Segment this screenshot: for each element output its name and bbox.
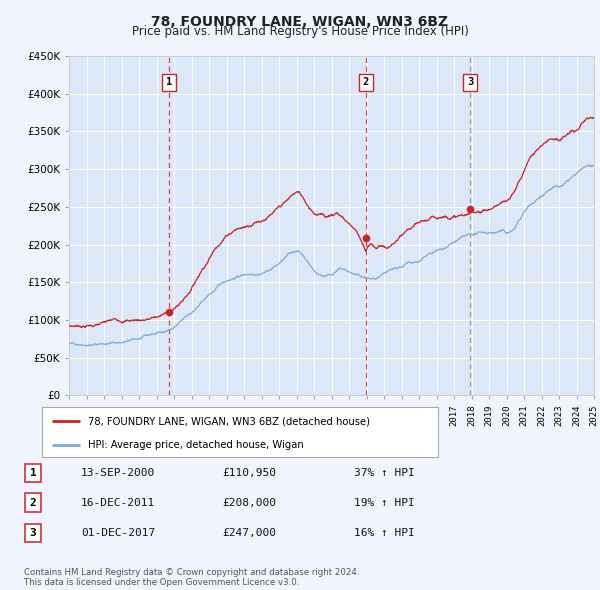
Text: 3: 3	[467, 77, 473, 87]
Text: 16-DEC-2011: 16-DEC-2011	[81, 498, 155, 507]
Text: Price paid vs. HM Land Registry's House Price Index (HPI): Price paid vs. HM Land Registry's House …	[131, 25, 469, 38]
Text: £247,000: £247,000	[222, 528, 276, 537]
Text: 1: 1	[166, 77, 172, 87]
Text: 2: 2	[29, 498, 37, 507]
Text: 13-SEP-2000: 13-SEP-2000	[81, 468, 155, 478]
Text: 16% ↑ HPI: 16% ↑ HPI	[354, 528, 415, 537]
Text: 3: 3	[29, 528, 37, 537]
Text: 1: 1	[29, 468, 37, 478]
Text: 19% ↑ HPI: 19% ↑ HPI	[354, 498, 415, 507]
Text: 78, FOUNDRY LANE, WIGAN, WN3 6BZ (detached house): 78, FOUNDRY LANE, WIGAN, WN3 6BZ (detach…	[88, 416, 370, 426]
Text: 37% ↑ HPI: 37% ↑ HPI	[354, 468, 415, 478]
Text: 2: 2	[362, 77, 369, 87]
Text: HPI: Average price, detached house, Wigan: HPI: Average price, detached house, Wiga…	[88, 440, 303, 450]
Text: £208,000: £208,000	[222, 498, 276, 507]
Text: Contains HM Land Registry data © Crown copyright and database right 2024.
This d: Contains HM Land Registry data © Crown c…	[24, 568, 359, 587]
Text: 01-DEC-2017: 01-DEC-2017	[81, 528, 155, 537]
Text: 78, FOUNDRY LANE, WIGAN, WN3 6BZ: 78, FOUNDRY LANE, WIGAN, WN3 6BZ	[151, 15, 449, 29]
Text: £110,950: £110,950	[222, 468, 276, 478]
